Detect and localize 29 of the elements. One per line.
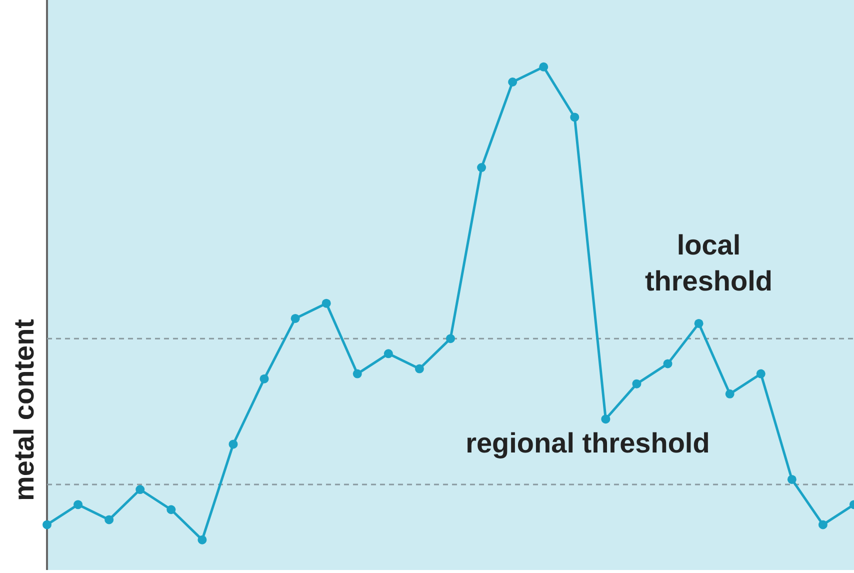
- point: [74, 500, 83, 510]
- point: [818, 520, 828, 530]
- point: [787, 474, 796, 484]
- point: [352, 369, 362, 378]
- point: [290, 314, 300, 323]
- point: [322, 298, 331, 308]
- point: [570, 112, 580, 122]
- point: [694, 318, 704, 328]
- point: [663, 359, 672, 368]
- point: [539, 62, 548, 72]
- point: [166, 505, 176, 514]
- point: [228, 440, 238, 449]
- point: [477, 163, 486, 172]
- point: [414, 364, 424, 374]
- ref-line-label: regional threshold: [466, 427, 710, 458]
- point: [725, 389, 734, 398]
- y-axis-title: metal content: [8, 318, 40, 502]
- point: [756, 369, 766, 378]
- point: [632, 379, 642, 388]
- point: [260, 374, 269, 384]
- point: [508, 78, 518, 87]
- point: [136, 485, 145, 494]
- ref-line-label: local threshold: [644, 230, 773, 297]
- point: [198, 535, 207, 544]
- point: [446, 334, 455, 344]
- point: [601, 414, 610, 424]
- point: [104, 515, 114, 524]
- point: [42, 520, 52, 530]
- point: [384, 349, 393, 358]
